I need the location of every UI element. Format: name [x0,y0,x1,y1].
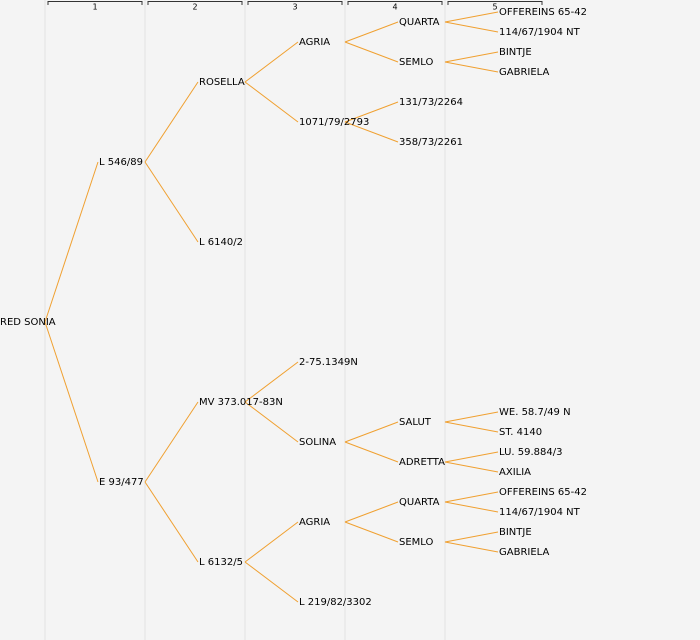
node-label: SEMLO [399,57,434,68]
node-label: 1071/79/2793 [299,117,369,128]
pedigree-edge [244,521,299,563]
pedigree-edge [444,531,499,543]
pedigree-edge [44,321,99,483]
node-label: LU. 59.884/3 [499,447,562,458]
node-label: L 546/89 [99,157,143,168]
pedigree-edge [444,21,499,33]
pedigree-edge [244,561,299,603]
node-label: QUARTA [399,17,440,28]
pedigree-edge [444,451,499,463]
pedigree-edge [444,541,499,553]
node-label: WE. 58.7/49 N [499,407,571,418]
pedigree-edge [444,61,499,73]
node-label: 131/73/2264 [399,97,463,108]
pedigree-edge [244,361,299,403]
node-label: QUARTA [399,497,440,508]
node-label: SEMLO [399,537,434,548]
column-number: 3 [292,3,297,12]
pedigree-edge [344,101,399,123]
pedigree-edge [344,421,399,443]
pedigree-edge [444,501,499,513]
pedigree-edge [244,41,299,83]
node-label: AGRIA [299,517,330,528]
column-number: 1 [92,3,97,12]
node-label: E 93/477 [99,477,144,488]
node-label: 114/67/1904 NT [499,27,581,38]
pedigree-edge [444,411,499,423]
pedigree-edge [44,161,99,323]
pedigree-edge [344,501,399,523]
pedigree-edge [144,161,199,243]
node-label: OFFEREINS 65-42 [499,7,587,18]
node-label: RED SONIA [0,317,56,328]
column-number: 2 [192,3,197,12]
column-number: 4 [392,3,397,12]
node-label: GABRIELA [499,547,549,558]
column-bracket [347,1,443,5]
node-label: GABRIELA [499,67,549,78]
node-label: L 6140/2 [199,237,243,248]
pedigree-edge [344,41,399,63]
pedigree-edge [344,441,399,463]
node-label: BINTJE [499,527,532,538]
node-label: ST. 4140 [499,427,542,438]
column-bracket [147,1,243,5]
pedigree-edge [244,401,299,443]
pedigree-edge [444,421,499,433]
node-label: AGRIA [299,37,330,48]
node-label: SALUT [399,417,432,428]
node-label: 2-75.1349N [299,357,358,368]
column-bracket [47,1,143,5]
node-label: L 219/82/3302 [299,597,372,608]
pedigree-edge [344,21,399,43]
node-label: SOLINA [299,437,336,448]
pedigree-edge [144,481,199,563]
pedigree-edge [444,461,499,473]
node-label: OFFEREINS 65-42 [499,487,587,498]
node-label: ROSELLA [199,77,245,88]
pedigree-edge [444,11,499,23]
column-bracket [447,1,543,5]
node-label: ADRETTA [399,457,445,468]
pedigree-edge [344,121,399,143]
pedigree-edge [444,491,499,503]
node-label: BINTJE [499,47,532,58]
pedigree-edge [344,521,399,543]
node-label: 114/67/1904 NT [499,507,581,518]
column-bracket [247,1,343,5]
node-label: 358/73/2261 [399,137,463,148]
node-label: MV 373.017-83N [199,397,283,408]
node-label: L 6132/5 [199,557,243,568]
column-number: 5 [492,3,497,12]
pedigree-edge [244,81,299,123]
node-label: AXILIA [499,467,531,478]
pedigree-edge [444,51,499,63]
pedigree-edge [144,401,199,483]
pedigree-edge [144,81,199,163]
